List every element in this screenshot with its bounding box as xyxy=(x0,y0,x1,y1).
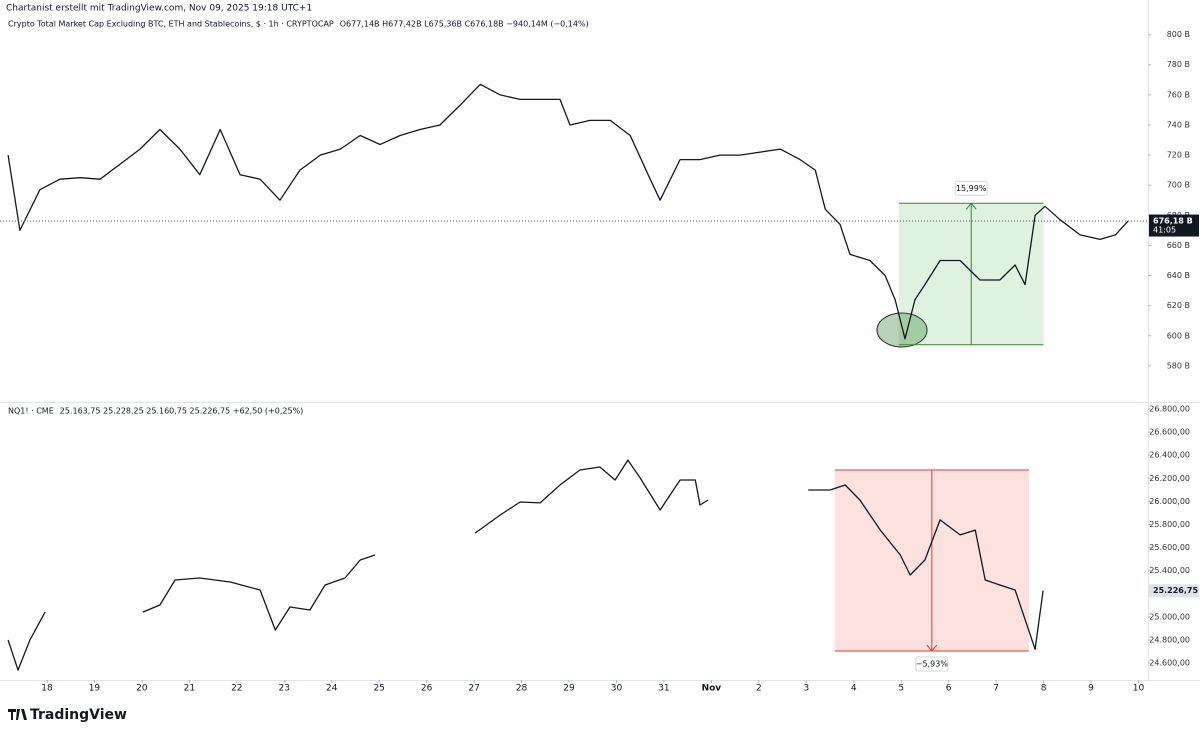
y-tick-label: 780 B xyxy=(1167,60,1190,69)
x-tick-label: 21 xyxy=(184,684,195,694)
y-tick-label: 25.600,00 xyxy=(1149,543,1190,552)
legend: Crypto Total Market Cap Excluding BTC, E… xyxy=(8,20,334,29)
x-tick-label: 26 xyxy=(421,684,433,694)
range-label-box xyxy=(954,180,988,196)
x-tick-label: 8 xyxy=(1041,684,1047,694)
x-tick-label: 18 xyxy=(41,684,53,694)
arrow-head xyxy=(926,644,938,652)
legend: NQ1! · CME xyxy=(8,407,54,416)
y-tick-label: 26.000,00 xyxy=(1149,497,1190,506)
range-label: −5,93% xyxy=(916,660,949,669)
y-tick-label: 700 B xyxy=(1167,181,1190,190)
x-tick-label: 4 xyxy=(851,684,857,694)
x-tick-label: 6 xyxy=(946,684,952,694)
x-tick-label: 19 xyxy=(89,684,101,694)
x-tick-label: 24 xyxy=(326,684,338,694)
y-tick-label: 24.600,00 xyxy=(1149,659,1190,668)
x-tick-label: 31 xyxy=(658,684,669,694)
x-tick-label: 22 xyxy=(231,684,242,694)
y-tick-label: 26.200,00 xyxy=(1149,474,1190,483)
x-tick-label: 5 xyxy=(898,684,904,694)
price-line xyxy=(7,83,1129,340)
y-tick-label: 760 B xyxy=(1167,90,1190,99)
x-tick-label: 28 xyxy=(516,684,528,694)
x-tick-label: Nov xyxy=(702,684,722,694)
brand: TradingView xyxy=(30,707,127,723)
y-tick-label: 660 B xyxy=(1167,241,1190,250)
y-tick-label: 26.400,00 xyxy=(1149,451,1190,460)
y-tick-label: 620 B xyxy=(1167,301,1190,310)
x-tick-label: 23 xyxy=(279,684,290,694)
y-tick-label: 740 B xyxy=(1167,120,1190,129)
countdown: 41:05 xyxy=(1153,226,1176,235)
x-tick-label: 10 xyxy=(1133,684,1145,694)
y-tick-label: 600 B xyxy=(1167,331,1190,340)
x-tick-label: 7 xyxy=(993,684,999,694)
y-tick-label: 26.600,00 xyxy=(1149,428,1190,437)
price-line xyxy=(7,459,1044,671)
last-price-tag xyxy=(1149,214,1199,237)
credit: Chartanist erstellt mit TradingView.com,… xyxy=(6,4,312,14)
y-tick-label: 25.800,00 xyxy=(1149,520,1190,529)
y-tick-label: 640 B xyxy=(1167,271,1190,280)
last-price-label: 25.226,75 xyxy=(1153,586,1198,595)
x-tick-label: 20 xyxy=(136,684,148,694)
logo-mark xyxy=(8,709,27,720)
ohlc-values: 25.163,75 25.228,25 25.160,75 25.226,75 … xyxy=(60,407,304,416)
y-tick-label: 24.800,00 xyxy=(1149,636,1190,645)
x-tick-label: 27 xyxy=(468,684,479,694)
x-tick-label: 25 xyxy=(373,684,384,694)
x-tick-label: 30 xyxy=(611,684,623,694)
range-label-box xyxy=(915,656,949,672)
y-tick-label: 720 B xyxy=(1167,151,1190,160)
x-tick-label: 29 xyxy=(563,684,575,694)
y-tick-label: 26.800,00 xyxy=(1149,405,1190,414)
x-tick-label: 9 xyxy=(1088,684,1094,694)
highlight-ellipse xyxy=(876,312,928,348)
x-tick-label: 2 xyxy=(756,684,762,694)
price-axis: 24.600,00 24.800,00 25.000,00 25.400,00 25.6… xyxy=(1148,405,1190,668)
last-price-tag xyxy=(1149,584,1199,598)
y-tick-label: 800 B xyxy=(1167,30,1190,39)
y-tick-label: 25.400,00 xyxy=(1149,566,1190,575)
arrow-head xyxy=(965,202,977,210)
last-price-label: 676,18 B xyxy=(1153,217,1193,226)
y-tick-label: 25.000,00 xyxy=(1149,612,1190,621)
range-label: 15,99% xyxy=(956,184,987,193)
logo: TradingView xyxy=(8,707,127,723)
x-tick-label: 3 xyxy=(803,684,809,694)
y-tick-label: 580 B xyxy=(1167,361,1190,370)
ohlc-values: O677,14B H677,42B L675,36B C676,18B −940… xyxy=(340,20,589,29)
